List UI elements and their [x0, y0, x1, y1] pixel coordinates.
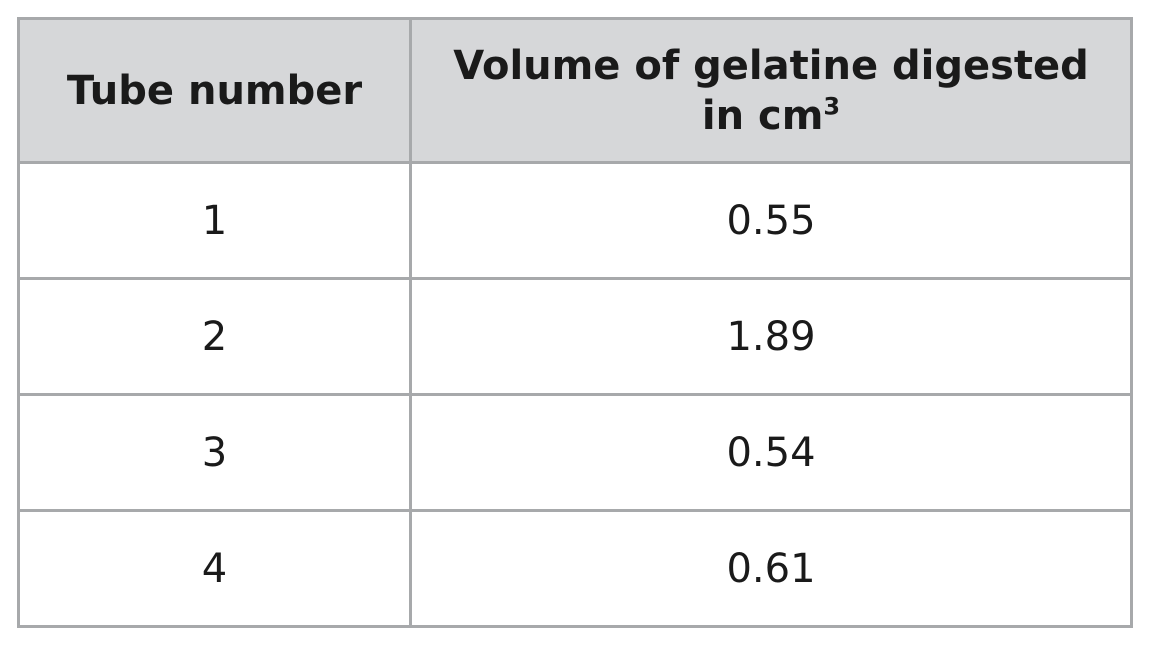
header-row: Tube number Volume of gelatine digested … — [17, 17, 1133, 164]
header-tube-number-label: Tube number — [66, 67, 363, 114]
volume-cell: 1.89 — [409, 277, 1133, 396]
table-row: 3 0.54 — [17, 393, 1133, 512]
header-volume-line2: in cm3 — [702, 91, 840, 141]
results-table: Tube number Volume of gelatine digested … — [17, 17, 1133, 628]
header-volume-line1: Volume of gelatine digested — [453, 42, 1089, 89]
tube-number-cell: 3 — [17, 393, 412, 512]
tube-number-cell: 2 — [17, 277, 412, 396]
table-row: 1 0.55 — [17, 161, 1133, 280]
tube-number-cell: 4 — [17, 509, 412, 628]
header-volume-digested: Volume of gelatine digested in cm3 — [409, 17, 1133, 164]
header-tube-number: Tube number — [17, 17, 412, 164]
header-volume-exponent: 3 — [823, 92, 841, 121]
tube-number-cell: 1 — [17, 161, 412, 280]
volume-cell: 0.61 — [409, 509, 1133, 628]
volume-cell: 0.55 — [409, 161, 1133, 280]
table-row: 4 0.61 — [17, 509, 1133, 628]
header-volume-unit: in cm — [701, 92, 824, 139]
table-row: 2 1.89 — [17, 277, 1133, 396]
volume-cell: 0.54 — [409, 393, 1133, 512]
